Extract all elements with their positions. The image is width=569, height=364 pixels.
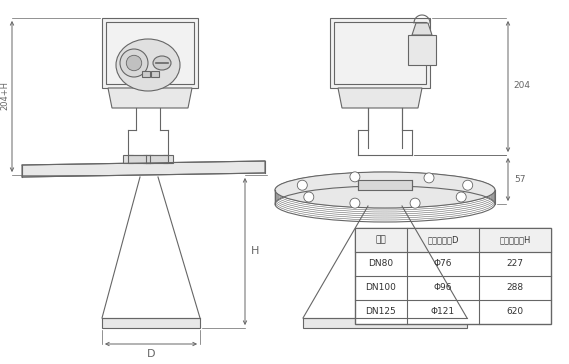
- Text: 227: 227: [506, 260, 523, 269]
- Circle shape: [120, 49, 148, 77]
- Text: Φ96: Φ96: [434, 284, 452, 293]
- Bar: [143, 155, 153, 163]
- Circle shape: [456, 192, 466, 202]
- Text: 喇叭口高度H: 喇叭口高度H: [500, 236, 531, 245]
- Circle shape: [424, 173, 434, 183]
- Bar: [408, 35, 436, 65]
- Bar: [102, 318, 200, 328]
- Text: 法兰: 法兰: [376, 236, 386, 245]
- Text: Φ76: Φ76: [434, 260, 452, 269]
- Circle shape: [410, 198, 420, 208]
- Bar: [123, 155, 133, 163]
- Text: D: D: [147, 349, 155, 359]
- Polygon shape: [412, 23, 432, 35]
- Bar: [355, 228, 551, 252]
- Bar: [163, 155, 173, 163]
- Ellipse shape: [275, 172, 495, 208]
- Text: 喇叭口直径D: 喇叭口直径D: [427, 236, 459, 245]
- Bar: [151, 71, 159, 77]
- Ellipse shape: [153, 56, 171, 70]
- Text: 57: 57: [514, 174, 526, 183]
- Polygon shape: [338, 88, 422, 108]
- Circle shape: [298, 180, 307, 190]
- Bar: [102, 18, 198, 88]
- Text: Φ121: Φ121: [431, 308, 455, 317]
- Circle shape: [463, 180, 473, 190]
- Bar: [358, 180, 412, 190]
- Bar: [355, 228, 551, 324]
- Text: 204+H: 204+H: [1, 82, 10, 111]
- Text: DN125: DN125: [366, 308, 397, 317]
- Bar: [142, 71, 150, 77]
- Text: 620: 620: [506, 308, 523, 317]
- Circle shape: [304, 192, 314, 202]
- Text: DN80: DN80: [369, 260, 394, 269]
- Bar: [330, 18, 430, 88]
- Bar: [106, 22, 194, 84]
- Text: 288: 288: [506, 284, 523, 293]
- Text: 204: 204: [513, 82, 530, 91]
- Text: H: H: [251, 246, 259, 256]
- Circle shape: [350, 172, 360, 182]
- Circle shape: [350, 198, 360, 208]
- Polygon shape: [108, 88, 192, 108]
- Text: DN100: DN100: [365, 284, 397, 293]
- Polygon shape: [22, 161, 265, 177]
- Bar: [334, 22, 426, 84]
- Bar: [303, 318, 467, 328]
- Circle shape: [126, 55, 142, 71]
- Bar: [128, 155, 168, 163]
- Ellipse shape: [116, 39, 180, 91]
